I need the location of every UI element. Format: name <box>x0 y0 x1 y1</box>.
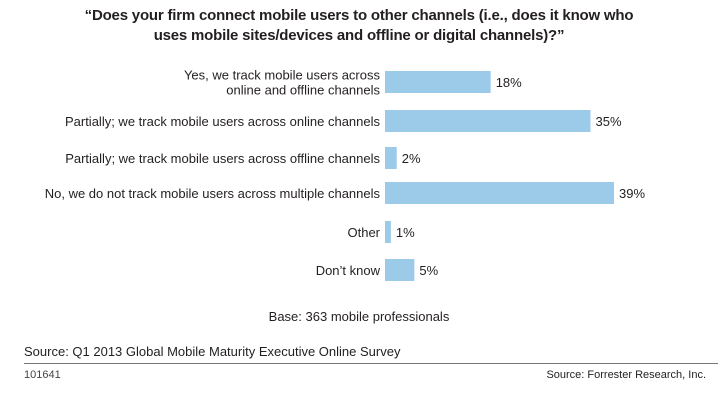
bar-3 <box>385 182 614 204</box>
value-label-3: 39% <box>619 186 645 201</box>
chart-title: “Does your firm connect mobile users to … <box>0 6 718 46</box>
category-label-1: Partially; we track mobile users across … <box>65 114 381 129</box>
category-label-2: Partially; we track mobile users across … <box>65 151 380 166</box>
bar-1 <box>385 110 591 132</box>
category-label-5: Don’t know <box>316 263 381 278</box>
value-label-5: 5% <box>419 263 438 278</box>
base-note: Base: 363 mobile professionals <box>268 309 450 324</box>
category-label-0-line-1: online and offline channels <box>226 83 380 98</box>
value-label-2: 2% <box>402 151 421 166</box>
figure-id: 101641 <box>24 369 61 381</box>
bar-2 <box>385 147 397 169</box>
chart-title-line-2: uses mobile sites/devices and offline or… <box>153 27 565 44</box>
category-label-0-line-0: Yes, we track mobile users across <box>184 68 381 83</box>
survey-source: Source: Q1 2013 Global Mobile Maturity E… <box>24 344 401 359</box>
bar-4 <box>385 221 391 243</box>
bar-5 <box>385 259 415 281</box>
category-label-4: Other <box>347 225 380 240</box>
footer-divider <box>24 363 718 364</box>
chart-title-line-1: “Does your firm connect mobile users to … <box>84 7 634 24</box>
source-credit: Source: Forrester Research, Inc. <box>546 369 706 381</box>
category-label-3: No, we do not track mobile users across … <box>45 186 381 201</box>
value-label-4: 1% <box>396 225 415 240</box>
value-label-1: 35% <box>596 114 622 129</box>
value-label-0: 18% <box>496 75 522 90</box>
bar-chart: 18% Yes, we track mobile users acrossonli… <box>45 68 645 281</box>
bar-0 <box>385 71 491 93</box>
